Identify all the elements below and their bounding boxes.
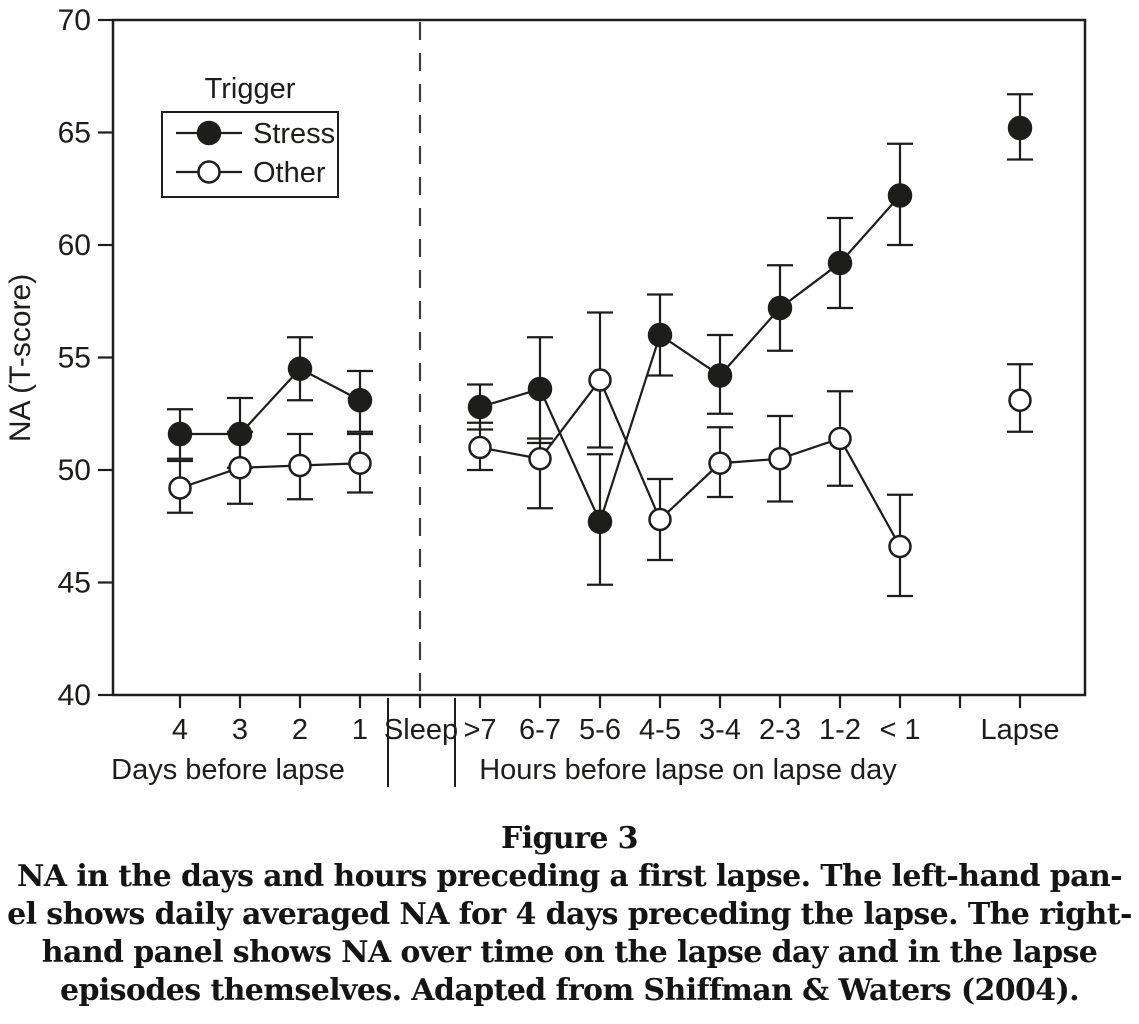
- data-point-stress: [1007, 115, 1033, 141]
- data-point-stress: [647, 322, 673, 348]
- panel-days: [167, 336, 373, 514]
- data-point-stress: [167, 421, 193, 447]
- data-point-stress: [587, 509, 613, 534]
- series-line-stress: [479, 194, 901, 525]
- x-tick-label: 5-6: [579, 714, 621, 746]
- y-tick-label: 45: [58, 567, 91, 600]
- data-point-other: [648, 507, 672, 532]
- x-tick-label: < 1: [879, 714, 920, 746]
- series-line-stress: [180, 367, 361, 436]
- figure-caption-line-1: NA in the days and hours preceding a fir…: [16, 859, 1123, 894]
- data-point-other: [588, 368, 612, 392]
- x-tick-label: 6-7: [519, 714, 561, 746]
- y-tick-label: 50: [58, 454, 91, 487]
- y-tick-label: 70: [58, 4, 91, 37]
- x-tick-label: 3: [232, 714, 248, 746]
- figure-caption-line-3: hand panel shows NA over time on the lap…: [41, 935, 1098, 970]
- chart-area: 40 45 50 55 60 65 70 NA (T-score) 4 3 2 1 Days befor…: [4, 4, 1087, 787]
- x-axis-title: Hours before lapse on lapse day: [479, 754, 897, 786]
- data-point-stress: [227, 421, 253, 447]
- data-point-stress: [467, 394, 493, 420]
- data-point-other: [348, 451, 372, 475]
- x-axis-title: Days before lapse: [111, 754, 345, 786]
- legend-entry-label: Stress: [253, 118, 335, 150]
- data-point-other: [288, 453, 312, 478]
- figure-caption: Figure 3 NA in the days and hours preced…: [0, 820, 1139, 1010]
- data-point-stress: [347, 388, 373, 413]
- legend-marker-open: [197, 160, 221, 184]
- data-point-other: [168, 476, 192, 500]
- y-axis: 40 45 50 55 60 65 70: [58, 4, 113, 712]
- sleep-label: Sleep: [384, 714, 458, 746]
- figure-caption-title: Figure 3: [501, 821, 639, 856]
- y-tick-label: 65: [58, 117, 91, 150]
- legend-title: Trigger: [205, 73, 296, 105]
- panel-hours: [467, 142, 913, 598]
- data-point-stress: [707, 363, 733, 388]
- y-tick-label: 40: [58, 679, 91, 712]
- data-point-other: [228, 456, 252, 480]
- x-tick-label: 3-4: [699, 714, 741, 746]
- x-tick-label: 4-5: [639, 714, 681, 746]
- figure-caption-line-4: episodes themselves. Adapted from Shiffm…: [59, 973, 1080, 1008]
- y-tick-label: 55: [58, 342, 91, 375]
- legend: Trigger Stress Other: [161, 73, 339, 198]
- legend-entry-label: Other: [253, 157, 326, 189]
- data-point-stress: [767, 295, 793, 321]
- data-point-other: [708, 451, 732, 475]
- data-point-stress: [287, 356, 313, 381]
- x-tick-label: 2-3: [759, 714, 801, 746]
- y-tick-label: 60: [58, 229, 91, 262]
- data-point-other: [888, 534, 912, 559]
- x-tick-label: 4: [172, 714, 188, 746]
- legend-marker-filled: [196, 120, 222, 146]
- legend-box: [161, 111, 339, 198]
- data-point-other: [768, 447, 792, 471]
- data-point-stress: [827, 250, 853, 276]
- data-point-other: [828, 426, 852, 451]
- x-tick-label: 1: [352, 714, 368, 746]
- x-tick-label: >7: [463, 714, 496, 746]
- x-tick-label: Lapse: [980, 714, 1059, 746]
- panel-lapse: [1007, 93, 1033, 433]
- figure-caption-line-2: el shows daily averaged NA for 4 days pr…: [7, 897, 1132, 932]
- y-axis-title: NA (T-score): [4, 274, 37, 442]
- series-line-other: [179, 462, 361, 490]
- data-point-stress: [527, 376, 553, 402]
- x-tick-label: 2: [292, 714, 308, 746]
- data-point-other: [528, 447, 552, 471]
- data-point-other: [1008, 388, 1032, 412]
- x-tick-label: 1-2: [819, 714, 861, 746]
- data-point-stress: [887, 183, 913, 208]
- data-point-other: [468, 435, 492, 460]
